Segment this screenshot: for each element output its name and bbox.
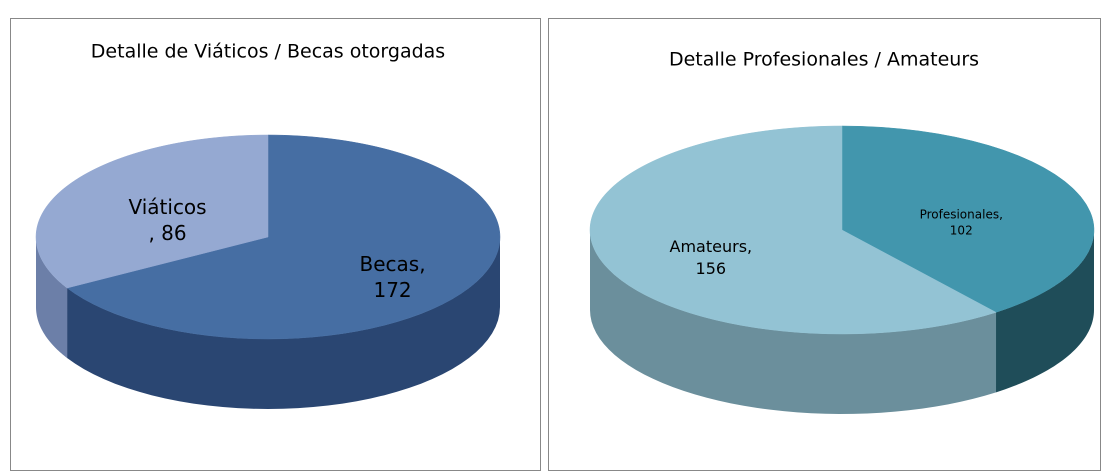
pie-slice (66, 134, 501, 340)
data-label: Viáticos (128, 195, 206, 219)
pie-side (67, 237, 501, 409)
pie-side (590, 230, 997, 414)
data-label: 102 (950, 224, 973, 238)
data-label: 156 (696, 259, 727, 278)
data-label: , 86 (148, 221, 186, 245)
pie-side (996, 230, 1094, 393)
chart-title: Detalle Profesionales / Amateurs (669, 49, 979, 71)
data-label: Becas, (360, 252, 426, 276)
pie-side (36, 237, 68, 358)
pie-slice (589, 125, 997, 335)
chart-title: Detalle de Viáticos / Becas otorgadas (91, 41, 445, 63)
data-label: Amateurs, (670, 237, 753, 256)
pie-slice (841, 125, 1095, 313)
data-label: 172 (373, 278, 411, 302)
pie-slice (35, 134, 269, 289)
data-label: Profesionales, (920, 208, 1003, 222)
